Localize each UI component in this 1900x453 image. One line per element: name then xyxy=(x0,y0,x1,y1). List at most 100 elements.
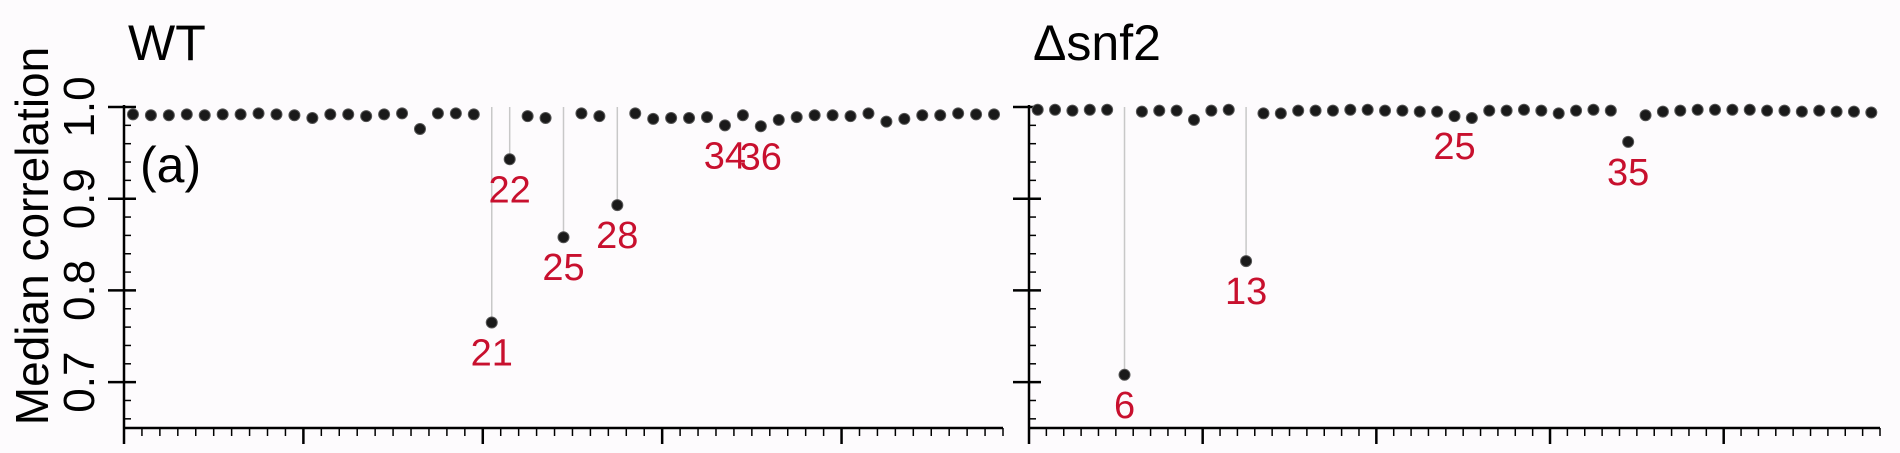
outlier-label: 21 xyxy=(471,333,513,375)
data-point xyxy=(1535,104,1548,117)
data-point xyxy=(449,107,462,120)
data-point xyxy=(1431,105,1444,118)
data-point xyxy=(1709,103,1722,116)
data-point xyxy=(1361,103,1374,116)
data-point xyxy=(1187,113,1200,126)
data-point xyxy=(539,112,552,125)
data-point xyxy=(970,108,983,121)
data-point xyxy=(162,109,175,122)
data-point xyxy=(1761,104,1774,117)
outlier-label: 28 xyxy=(596,215,638,257)
data-point xyxy=(862,107,875,120)
data-point xyxy=(1639,109,1652,122)
data-point xyxy=(772,113,785,126)
panel-letter: (a) xyxy=(140,137,201,193)
data-point xyxy=(1153,104,1166,117)
data-point xyxy=(216,108,229,121)
data-point xyxy=(1101,103,1114,116)
data-point xyxy=(180,108,193,121)
data-point xyxy=(1813,104,1826,117)
data-point xyxy=(629,107,642,120)
outlier-label: 6 xyxy=(1114,385,1135,427)
data-point xyxy=(1274,107,1287,120)
outlier-label: 22 xyxy=(489,169,531,211)
data-point xyxy=(647,112,660,125)
data-point xyxy=(1344,103,1357,116)
data-point xyxy=(1483,104,1496,117)
data-point xyxy=(413,123,426,136)
data-point xyxy=(521,110,534,123)
data-point xyxy=(1240,255,1253,268)
data-point xyxy=(844,110,857,123)
data-point xyxy=(342,108,355,121)
data-point xyxy=(575,107,588,120)
data-point xyxy=(1448,110,1461,123)
data-point xyxy=(1257,107,1270,120)
data-point xyxy=(1517,103,1530,116)
outlier-label: 35 xyxy=(1607,152,1649,194)
data-point xyxy=(736,109,749,122)
data-point xyxy=(880,115,893,128)
data-point xyxy=(485,316,498,329)
data-point xyxy=(503,153,516,166)
outlier-label: 25 xyxy=(542,247,584,289)
data-point xyxy=(396,107,409,120)
data-point xyxy=(198,109,211,122)
data-point xyxy=(1205,104,1218,117)
y-tick-label: 1.0 xyxy=(55,76,104,137)
data-point xyxy=(1326,104,1339,117)
data-point xyxy=(1674,104,1687,117)
data-point xyxy=(718,119,731,132)
outlier-label: 25 xyxy=(1433,126,1475,168)
data-point xyxy=(1500,104,1513,117)
data-point xyxy=(1049,103,1062,116)
data-point xyxy=(1865,106,1878,119)
data-point xyxy=(826,109,839,122)
data-point xyxy=(934,109,947,122)
data-point xyxy=(1691,103,1704,116)
data-point xyxy=(1222,103,1235,116)
data-point xyxy=(234,108,247,121)
data-point xyxy=(1587,103,1600,116)
data-point xyxy=(252,107,265,120)
data-point xyxy=(1622,135,1635,148)
data-point xyxy=(808,109,821,122)
panel-snf2: Δsnf2 6 13 25 35 xyxy=(1013,15,1881,444)
data-point xyxy=(467,108,480,121)
data-point xyxy=(1726,103,1739,116)
data-point xyxy=(1170,104,1183,117)
y-tick-label: 0.9 xyxy=(55,168,104,229)
data-point xyxy=(916,109,929,122)
data-point xyxy=(270,108,283,121)
data-point xyxy=(1830,105,1843,118)
data-point xyxy=(1292,104,1305,117)
y-tick-label: 0.7 xyxy=(55,352,104,413)
data-point xyxy=(952,107,965,120)
data-point xyxy=(611,199,624,212)
y-axis-label: Median correlation xyxy=(6,47,58,425)
data-point xyxy=(1135,105,1148,118)
outlier-label: 13 xyxy=(1225,271,1267,313)
outlier-label: 34 xyxy=(704,135,746,177)
data-point xyxy=(665,112,678,125)
outlier-label: 36 xyxy=(740,136,782,178)
panel-title: WT xyxy=(128,15,206,71)
data-point xyxy=(431,107,444,120)
data-point xyxy=(701,111,714,124)
data-point xyxy=(1083,103,1096,116)
data-point xyxy=(1743,103,1756,116)
data-point xyxy=(144,109,157,122)
data-point xyxy=(1396,104,1409,117)
panel-title: Δsnf2 xyxy=(1033,15,1161,71)
data-point xyxy=(898,112,911,125)
data-point xyxy=(1066,104,1079,117)
data-point xyxy=(754,120,767,133)
data-point xyxy=(1465,112,1478,125)
data-point xyxy=(593,110,606,123)
data-point xyxy=(1570,104,1583,117)
data-point xyxy=(360,110,373,123)
data-point xyxy=(1847,105,1860,118)
data-point xyxy=(1118,368,1131,381)
data-point xyxy=(1379,104,1392,117)
